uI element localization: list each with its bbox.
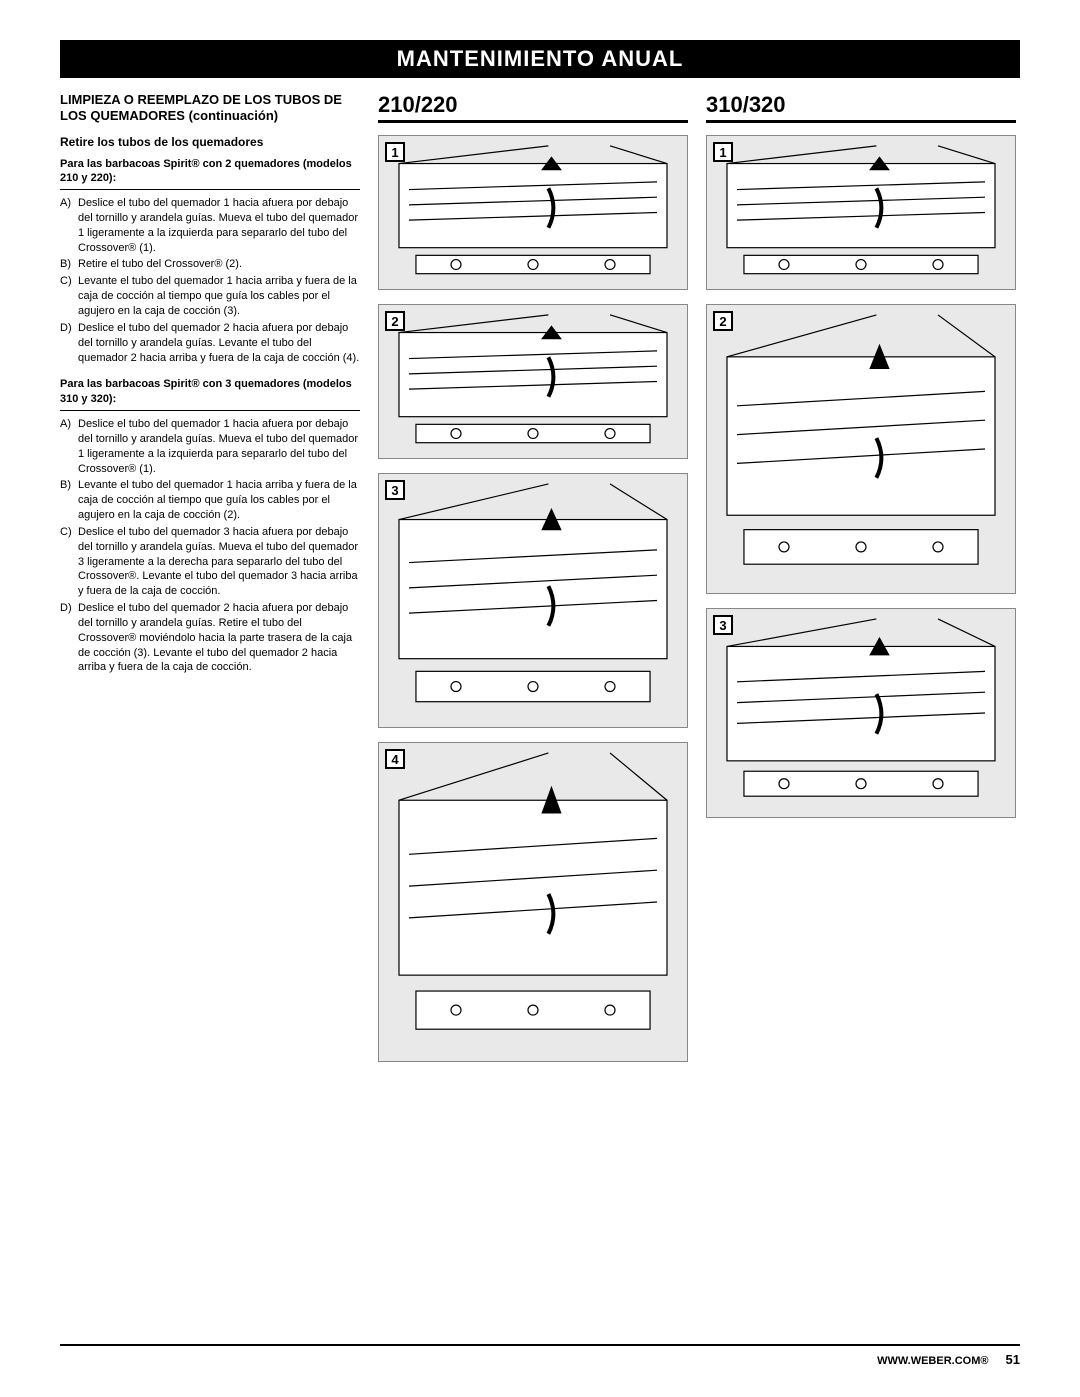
figure-a-1: 1: [378, 135, 688, 290]
page-title-bar: MANTENIMIENTO ANUAL: [60, 40, 1020, 78]
figure-b-3: 3: [706, 608, 1016, 818]
column-head-b: 310/320: [706, 92, 1016, 123]
figure-a-4: 4: [378, 742, 688, 1062]
list-item: B)Retire el tubo del Crossover® (2).: [60, 257, 360, 272]
list-item: D)Deslice el tubo del quemador 2 hacia a…: [60, 321, 360, 366]
list-item-text: Retire el tubo del Crossover® (2).: [78, 257, 360, 272]
list-item-text: Deslice el tubo del quemador 2 hacia afu…: [78, 321, 360, 366]
figure-a-2: 2: [378, 304, 688, 459]
list-item-letter: B): [60, 257, 78, 272]
figure-b-1: 1: [706, 135, 1016, 290]
group1-title: Para las barbacoas Spirit® con 2 quemado…: [60, 157, 360, 191]
list-item-text: Deslice el tubo del quemador 1 hacia afu…: [78, 417, 360, 476]
list-item: C)Deslice el tubo del quemador 3 hacia a…: [60, 525, 360, 599]
figure-number-badge: 1: [385, 142, 405, 162]
figure-number-badge: 3: [713, 615, 733, 635]
page-footer: WWW.WEBER.COM® 51: [60, 1344, 1020, 1367]
list-item-letter: C): [60, 274, 78, 319]
footer-url: WWW.WEBER.COM®: [877, 1355, 988, 1367]
list-item-text: Deslice el tubo del quemador 2 hacia afu…: [78, 601, 360, 675]
list-item-letter: D): [60, 321, 78, 366]
text-column: LIMPIEZA O REEMPLAZO DE LOS TUBOS DE LOS…: [60, 92, 360, 1076]
group2-list: A)Deslice el tubo del quemador 1 hacia a…: [60, 417, 360, 675]
main-columns: LIMPIEZA O REEMPLAZO DE LOS TUBOS DE LOS…: [60, 92, 1020, 1076]
figure-number-badge: 2: [385, 311, 405, 331]
group1-list: A)Deslice el tubo del quemador 1 hacia a…: [60, 196, 360, 365]
group2-title: Para las barbacoas Spirit® con 3 quemado…: [60, 377, 360, 411]
figure-number-badge: 3: [385, 480, 405, 500]
list-item-letter: A): [60, 417, 78, 476]
list-item-letter: B): [60, 478, 78, 523]
list-item-text: Deslice el tubo del quemador 1 hacia afu…: [78, 196, 360, 255]
figure-number-badge: 1: [713, 142, 733, 162]
list-item-text: Levante el tubo del quemador 1 hacia arr…: [78, 274, 360, 319]
figure-a-3: 3: [378, 473, 688, 728]
figure-column-210-220: 210/220 1: [378, 92, 688, 1076]
list-item-letter: D): [60, 601, 78, 675]
figure-number-badge: 4: [385, 749, 405, 769]
subheading: Retire los tubos de los quemadores: [60, 135, 360, 149]
page-title: MANTENIMIENTO ANUAL: [397, 46, 684, 71]
list-item: A)Deslice el tubo del quemador 1 hacia a…: [60, 417, 360, 476]
column-head-a: 210/220: [378, 92, 688, 123]
figure-b-2: 2: [706, 304, 1016, 594]
section-heading: LIMPIEZA O REEMPLAZO DE LOS TUBOS DE LOS…: [60, 92, 360, 125]
list-item-text: Deslice el tubo del quemador 3 hacia afu…: [78, 525, 360, 599]
figure-number-badge: 2: [713, 311, 733, 331]
footer-page-number: 51: [1006, 1352, 1020, 1367]
list-item-letter: C): [60, 525, 78, 599]
list-item-letter: A): [60, 196, 78, 255]
list-item-text: Levante el tubo del quemador 1 hacia arr…: [78, 478, 360, 523]
list-item: A)Deslice el tubo del quemador 1 hacia a…: [60, 196, 360, 255]
figure-column-310-320: 310/320 1: [706, 92, 1016, 1076]
list-item: B)Levante el tubo del quemador 1 hacia a…: [60, 478, 360, 523]
list-item: D)Deslice el tubo del quemador 2 hacia a…: [60, 601, 360, 675]
list-item: C)Levante el tubo del quemador 1 hacia a…: [60, 274, 360, 319]
